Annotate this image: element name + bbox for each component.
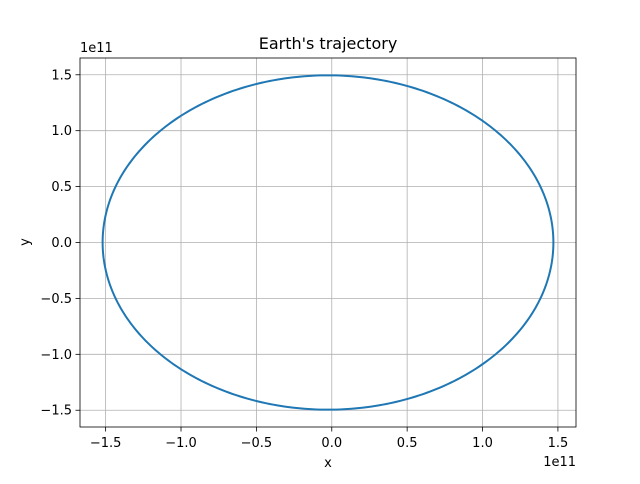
trajectory-line	[101, 74, 555, 411]
x-tick-label: 0.5	[397, 436, 418, 451]
y-tick-label: 1.5	[51, 68, 72, 83]
y-tick-label: 1.0	[51, 124, 72, 139]
x-tick-label: 0.0	[321, 436, 342, 451]
x-tick-label: −1.5	[90, 436, 122, 451]
chart-title: Earth's trajectory	[259, 34, 398, 53]
x-axis-label: x	[324, 456, 332, 471]
x-tick-label: 1.5	[548, 436, 569, 451]
y-tick-label: 0.5	[51, 180, 72, 195]
y-tick-label: −0.5	[40, 292, 72, 307]
y-axis-label: y	[18, 238, 33, 246]
y-tick-label: 0.0	[51, 236, 72, 251]
x-tick-label: 1.0	[472, 436, 493, 451]
y-tick-label: −1.0	[40, 348, 72, 363]
series-layer	[101, 74, 555, 411]
y-tick-label: −1.5	[40, 404, 72, 419]
x-axis-offset-label: 1e11	[543, 455, 576, 470]
tick-layer: −1.5 −1.0 −0.5 0.0 0.5 1.0 1.5 −1.5 −1.0 −0.5 0.0 0…	[40, 68, 568, 451]
y-axis-offset-label: 1e11	[80, 41, 113, 56]
x-tick-label: −0.5	[241, 436, 273, 451]
x-tick-label: −1.0	[165, 436, 197, 451]
